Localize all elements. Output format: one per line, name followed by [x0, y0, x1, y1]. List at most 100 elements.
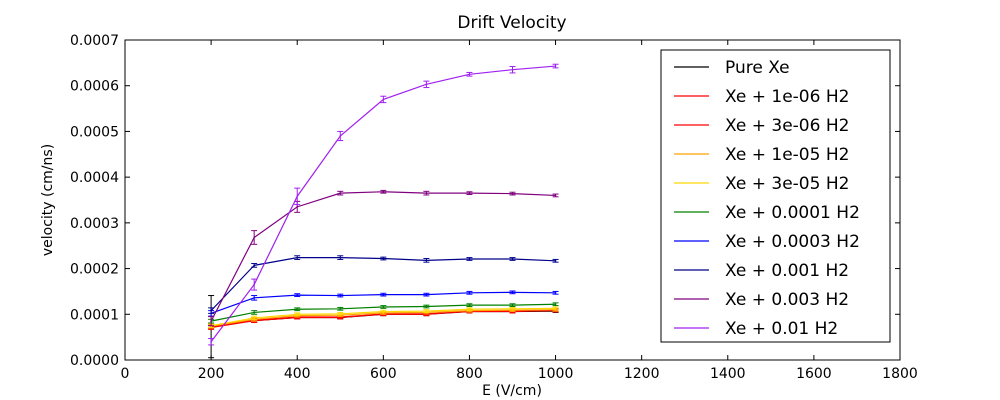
data-point: [253, 297, 255, 299]
series-layer: [208, 63, 559, 359]
data-point: [296, 195, 299, 198]
x-tick-label: 600: [370, 366, 397, 382]
data-point: [339, 313, 342, 315]
data-point: [554, 65, 557, 67]
y-tick-label: 0.0007: [70, 33, 119, 49]
data-point: [296, 256, 299, 259]
data-point: [468, 73, 471, 76]
legend-label: Xe + 0.0001 H2: [725, 203, 860, 223]
data-point: [554, 303, 557, 306]
data-point: [511, 304, 514, 306]
data-point: [382, 257, 385, 260]
x-tick-label: 200: [198, 366, 225, 382]
data-point: [554, 292, 557, 294]
data-point: [382, 310, 385, 313]
y-tick-label: 0.0001: [70, 307, 119, 323]
data-point: [425, 310, 428, 312]
x-tick-label: 0: [121, 366, 130, 382]
data-point: [339, 256, 342, 259]
legend: Pure Xe Xe + 1e-06 H2 Xe + 3e-06 H2 Xe + 1e…: [660, 49, 891, 343]
data-point: [468, 308, 471, 311]
data-point: [382, 293, 385, 296]
data-point: [382, 190, 385, 193]
series-7: [208, 290, 559, 317]
data-point: [511, 68, 514, 71]
data-point: [425, 305, 428, 308]
legend-entry: Xe + 0.01 H2: [674, 319, 838, 339]
y-tick-label: 0.0003: [70, 216, 119, 232]
x-tick-label: 1800: [882, 366, 918, 382]
legend-label: Pure Xe: [725, 58, 790, 78]
data-point: [468, 304, 471, 306]
x-tick-label: 1000: [538, 366, 574, 382]
data-point: [253, 317, 255, 319]
legend-label: Xe + 0.0003 H2: [725, 232, 860, 252]
y-tick-label: 0.0004: [70, 170, 119, 186]
legend-entry: Xe + 0.001 H2: [674, 261, 849, 281]
data-point: [296, 206, 299, 208]
data-point: [511, 192, 514, 195]
y-tick-label: 0.0002: [70, 262, 119, 278]
data-point: [339, 135, 342, 137]
data-point: [296, 308, 299, 311]
x-tick-label: 400: [284, 366, 311, 382]
x-tick-label: 1200: [624, 366, 660, 382]
data-point: [382, 306, 385, 308]
data-point: [511, 308, 514, 310]
legend-label: Xe + 3e-05 H2: [725, 174, 849, 194]
data-point: [425, 192, 428, 194]
x-tick-label: 1400: [710, 366, 746, 382]
legend-label: Xe + 0.001 H2: [725, 261, 849, 281]
y-tick-label: 0.0006: [70, 79, 119, 95]
legend-label: Xe + 0.003 H2: [725, 290, 849, 310]
legend-entry: Xe + 0.003 H2: [674, 290, 849, 310]
data-point: [511, 258, 514, 260]
x-tick-label: 800: [456, 366, 483, 382]
data-point: [253, 283, 255, 286]
legend-entry: Xe + 0.0001 H2: [674, 203, 860, 223]
data-point: [468, 192, 471, 194]
chart-title: Drift Velocity: [457, 13, 566, 33]
legend-label: Xe + 1e-05 H2: [725, 145, 849, 165]
plot-frame: [124, 39, 901, 361]
data-point: [253, 264, 255, 267]
data-point: [554, 307, 557, 310]
y-tick-label: 0.0000: [70, 353, 119, 369]
series-5: [208, 306, 559, 329]
legend-label: Xe + 3e-06 H2: [725, 116, 849, 136]
data-point: [425, 293, 428, 296]
data-point: [554, 194, 557, 197]
data-point: [425, 83, 428, 86]
data-point: [339, 308, 342, 310]
legend-entry: Xe + 3e-06 H2: [674, 116, 849, 136]
data-point: [339, 316, 342, 319]
data-point: [554, 260, 557, 262]
legend-entry: Xe + 1e-05 H2: [674, 145, 849, 165]
data-point: [511, 291, 514, 294]
data-point: [210, 320, 212, 322]
data-point: [339, 192, 342, 194]
data-point: [210, 340, 212, 343]
data-point: [253, 311, 255, 314]
legend-label: Xe + 1e-06 H2: [725, 87, 849, 107]
legend-entry: Xe + 1e-06 H2: [674, 87, 849, 107]
y-tick-label: 0.0005: [70, 124, 119, 140]
data-point: [296, 294, 299, 296]
series-10: [208, 63, 559, 346]
x-tick-label: 1600: [796, 366, 832, 382]
legend-label: Xe + 0.01 H2: [725, 319, 838, 339]
data-point: [468, 258, 471, 260]
axis-ticks: 0 200 400 600 800 1000 1200 1400 1600 1800 0.0000 0…: [70, 33, 918, 382]
data-point: [468, 292, 471, 294]
x-axis-label: E (V/cm): [482, 383, 542, 399]
legend-box: [660, 49, 891, 343]
legend-entry: Pure Xe: [674, 58, 790, 78]
series-8: [208, 255, 559, 314]
legend-entry: Xe + 3e-05 H2: [674, 174, 849, 194]
data-point: [339, 294, 342, 297]
data-point: [210, 309, 212, 312]
legend-entry: Xe + 0.0003 H2: [674, 232, 860, 252]
data-point: [296, 313, 299, 316]
legend-items: Pure Xe Xe + 1e-06 H2 Xe + 3e-06 H2 Xe + 1e…: [674, 58, 860, 339]
